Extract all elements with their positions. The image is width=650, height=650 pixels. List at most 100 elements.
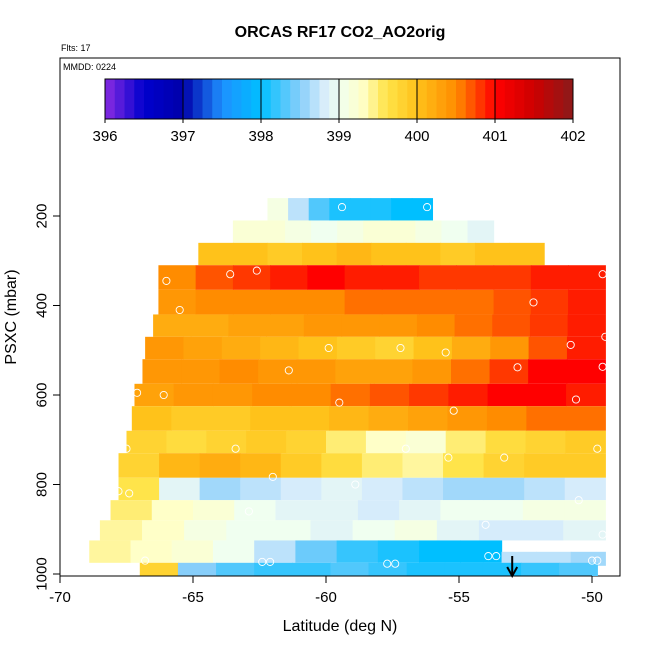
heatmap-cell-14-1 — [142, 520, 185, 541]
heatmap-cell-0-3 — [329, 198, 351, 221]
heatmap-cell-14-8 — [436, 520, 480, 541]
heatmap-cell-13-3 — [234, 500, 277, 521]
heatmap-cell-4-0 — [158, 289, 197, 315]
heatmap-cell-12-4 — [280, 477, 322, 501]
heatmap-cell-13-8 — [440, 500, 483, 521]
heatmap-cell-7-11 — [566, 359, 606, 384]
heatmap-cell-12-8 — [443, 477, 485, 501]
heatmap-cell-11-6 — [361, 453, 404, 478]
colorbar-cell-18 — [280, 79, 291, 119]
sample-point-27 — [114, 487, 123, 496]
colorbar-cell-34 — [436, 79, 447, 119]
heatmap-cell-5-10 — [529, 314, 569, 337]
heatmap-cell-1-0 — [232, 220, 260, 243]
heatmap-cell-5-9 — [492, 314, 531, 337]
heatmap-cell-3-10 — [530, 265, 569, 290]
heatmap-cell-17-1 — [177, 562, 217, 576]
colorbar-cell-8 — [183, 79, 194, 119]
heatmap-cell-14-9 — [478, 520, 522, 541]
x-axis: -70 -65 -60 -55 -50 — [49, 575, 603, 606]
heatmap-cell-3-6 — [381, 265, 420, 290]
colorbar-cell-23 — [329, 79, 340, 119]
sample-point-18 — [335, 398, 344, 407]
heatmap-cell-9-3 — [250, 406, 291, 431]
heatmap-cell-1-3 — [311, 220, 338, 243]
heatmap-cell-7-8 — [451, 359, 491, 384]
heatmap-cell-13-10 — [522, 500, 565, 521]
heatmap-cell-4-11 — [568, 289, 606, 315]
sample-point-30 — [351, 480, 360, 489]
sample-point-42 — [587, 556, 597, 565]
heatmap-cell-7-1 — [181, 359, 221, 384]
heatmap-cell-9-8 — [447, 406, 488, 431]
heatmap-cell-2-6 — [405, 242, 441, 266]
sample-point-19 — [449, 406, 458, 415]
heatmap-cell-8-0 — [134, 383, 175, 407]
colorbar: 396 397 398 399 400 401 402 — [92, 78, 586, 145]
colorbar-tick-label-5: 401 — [482, 128, 507, 145]
heatmap-cell-17-11 — [559, 562, 598, 576]
heatmap-cell-10-7 — [405, 430, 447, 454]
y-tick-label-4: 1000 — [33, 557, 50, 590]
heatmap-cell-2-3 — [302, 242, 338, 266]
heatmap-cell-0-5 — [370, 198, 392, 221]
colorbar-cell-42 — [514, 79, 525, 119]
heatmap-cell-6-10 — [528, 336, 568, 360]
colorbar-cell-38 — [475, 79, 486, 119]
sample-point-31 — [574, 496, 583, 505]
heatmap-cell-11-11 — [564, 453, 606, 478]
heatmap-cell-15-6 — [336, 540, 379, 563]
colorbar-cell-7 — [173, 79, 184, 119]
heatmap-cell-17-5 — [330, 562, 370, 576]
sample-point-21 — [122, 444, 131, 453]
colorbar-cell-4 — [144, 79, 155, 119]
colorbar-cell-47 — [563, 79, 574, 119]
heatmap-cell-10-6 — [365, 430, 407, 454]
x-tick-label-4: -50 — [581, 589, 603, 606]
colorbar-cell-29 — [387, 79, 398, 119]
heatmap-cell-17-10 — [521, 562, 560, 576]
heatmap-cell-0-2 — [308, 198, 330, 221]
heatmap-cell-14-5 — [310, 520, 354, 541]
colorbar-tick-label-3: 399 — [326, 128, 351, 145]
heatmap-cell-12-3 — [240, 477, 282, 501]
heatmap-cell-8-10 — [526, 383, 567, 407]
sample-point-43 — [593, 556, 602, 565]
y-tick-label-1: 400 — [33, 293, 50, 318]
heatmap-cell-0-6 — [391, 198, 413, 221]
x-tick-label-0: -70 — [49, 589, 71, 606]
y-tick-label-0: 200 — [33, 203, 50, 228]
heatmap-cell-6-6 — [375, 336, 415, 360]
heatmap-cell-4-4 — [307, 289, 346, 315]
heatmap-cell-15-2 — [171, 540, 214, 563]
colorbar-cell-10 — [202, 79, 213, 119]
heatmap-cell-10-1 — [166, 430, 207, 454]
sample-point-14 — [513, 363, 522, 372]
colorbar-tick-label-0: 396 — [92, 128, 117, 145]
heatmap-cell-9-7 — [408, 406, 449, 431]
heatmap-cell-7-10 — [528, 359, 568, 384]
heatmap-cell-10-10 — [525, 430, 566, 454]
heatmap-cell-14-6 — [352, 520, 396, 541]
colorbar-cell-32 — [417, 79, 428, 119]
heatmap-cell-7-0 — [142, 359, 182, 384]
heatmap-cell-13-6 — [357, 500, 400, 521]
colorbar-cell-5 — [153, 79, 164, 119]
heatmap-cell-5-3 — [266, 314, 305, 337]
sample-point-17 — [159, 390, 168, 400]
sample-point-36 — [492, 552, 501, 561]
heatmap-cell-5-2 — [228, 314, 267, 337]
colorbar-cell-25 — [348, 79, 359, 119]
heatmap-cell-10-8 — [445, 430, 487, 454]
sample-point-0 — [337, 203, 347, 212]
heatmap-cell-9-4 — [289, 406, 330, 431]
sample-point-35 — [484, 552, 493, 561]
heatmap-cell-5-5 — [341, 314, 380, 337]
heatmap-cell-17-8 — [444, 562, 484, 576]
heatmap-cell-6-0 — [145, 336, 185, 360]
heatmap-cell-13-5 — [316, 500, 359, 521]
heatmap-cell-3-3 — [270, 265, 308, 290]
heatmap-cell-0-0 — [267, 198, 289, 221]
heatmap-cell-15-1 — [130, 540, 173, 563]
heatmap-cell-7-4 — [296, 359, 336, 384]
